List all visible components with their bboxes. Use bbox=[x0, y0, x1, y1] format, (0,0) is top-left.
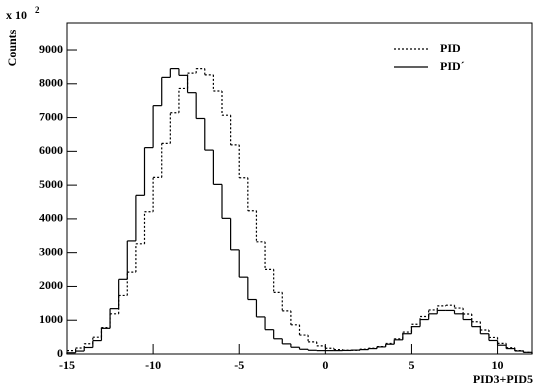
y-tick-label: 3000 bbox=[39, 244, 63, 258]
y-tick-label: 8000 bbox=[39, 76, 63, 90]
y-tick-label: 1000 bbox=[39, 312, 63, 326]
x-tick-label: -15 bbox=[59, 358, 75, 372]
y-tick-label: 5000 bbox=[39, 177, 63, 191]
plot-frame bbox=[66, 22, 533, 355]
y-multiplier: x 10 bbox=[6, 8, 27, 22]
y-multiplier-exponent: 2 bbox=[35, 5, 40, 15]
legend-label: PID bbox=[440, 41, 461, 55]
x-axis-label: PID3+PID5 bbox=[473, 372, 533, 386]
x-tick-label: 5 bbox=[408, 358, 414, 372]
legend-label: PID´ bbox=[440, 59, 465, 73]
histogram-step bbox=[66, 68, 533, 354]
x-tick-label: -5 bbox=[234, 358, 244, 372]
x-tick-label: 0 bbox=[322, 358, 328, 372]
y-tick-label: 7000 bbox=[39, 109, 63, 123]
y-tick-label: 0 bbox=[57, 346, 63, 360]
x-tick-label: -10 bbox=[145, 358, 161, 372]
y-tick-label: 9000 bbox=[39, 42, 63, 56]
y-tick-label: 2000 bbox=[39, 278, 63, 292]
x-tick-label: 10 bbox=[492, 358, 504, 372]
y-tick-label: 6000 bbox=[39, 143, 63, 157]
y-axis-label: Counts bbox=[5, 29, 19, 66]
y-tick-label: 4000 bbox=[39, 211, 63, 225]
histogram-step bbox=[66, 68, 533, 354]
